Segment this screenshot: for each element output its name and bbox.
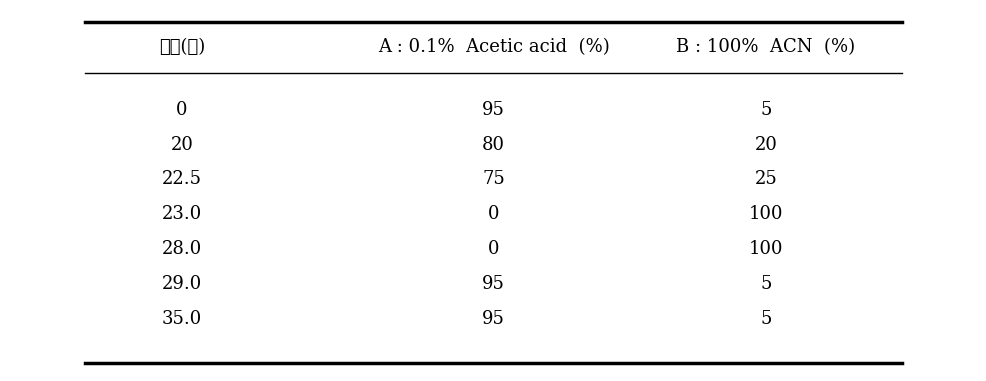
Text: 75: 75 [481, 170, 505, 189]
Text: 5: 5 [759, 275, 771, 293]
Text: 5: 5 [759, 310, 771, 328]
Text: 0: 0 [176, 101, 187, 119]
Text: 29.0: 29.0 [162, 275, 202, 293]
Text: 5: 5 [759, 101, 771, 119]
Text: 0: 0 [487, 240, 499, 258]
Text: 25: 25 [754, 170, 777, 189]
Text: A : 0.1%  Acetic acid  (%): A : 0.1% Acetic acid (%) [378, 38, 608, 56]
Text: 80: 80 [481, 136, 505, 154]
Text: 23.0: 23.0 [162, 205, 202, 223]
Text: 95: 95 [481, 101, 505, 119]
Text: 22.5: 22.5 [162, 170, 202, 189]
Text: 95: 95 [481, 310, 505, 328]
Text: 100: 100 [748, 205, 783, 223]
Text: 20: 20 [171, 136, 193, 154]
Text: 0: 0 [487, 205, 499, 223]
Text: 35.0: 35.0 [162, 310, 202, 328]
Text: 95: 95 [481, 275, 505, 293]
Text: 100: 100 [748, 240, 783, 258]
Text: B : 100%  ACN  (%): B : 100% ACN (%) [675, 38, 855, 56]
Text: 시간(분): 시간(분) [159, 38, 205, 56]
Text: 20: 20 [753, 136, 777, 154]
Text: 28.0: 28.0 [162, 240, 202, 258]
